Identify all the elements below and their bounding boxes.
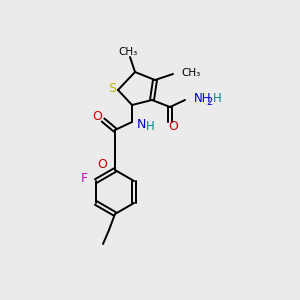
Text: N: N <box>137 118 146 130</box>
Text: F: F <box>81 172 88 184</box>
Text: CH₃: CH₃ <box>181 68 200 78</box>
Text: H: H <box>213 92 222 104</box>
Text: O: O <box>92 110 102 124</box>
Text: O: O <box>168 121 178 134</box>
Text: NH: NH <box>194 92 211 104</box>
Text: CH₃: CH₃ <box>118 47 138 57</box>
Text: 2: 2 <box>206 97 212 107</box>
Text: S: S <box>108 82 116 94</box>
Text: H: H <box>146 119 155 133</box>
Text: O: O <box>97 158 107 170</box>
